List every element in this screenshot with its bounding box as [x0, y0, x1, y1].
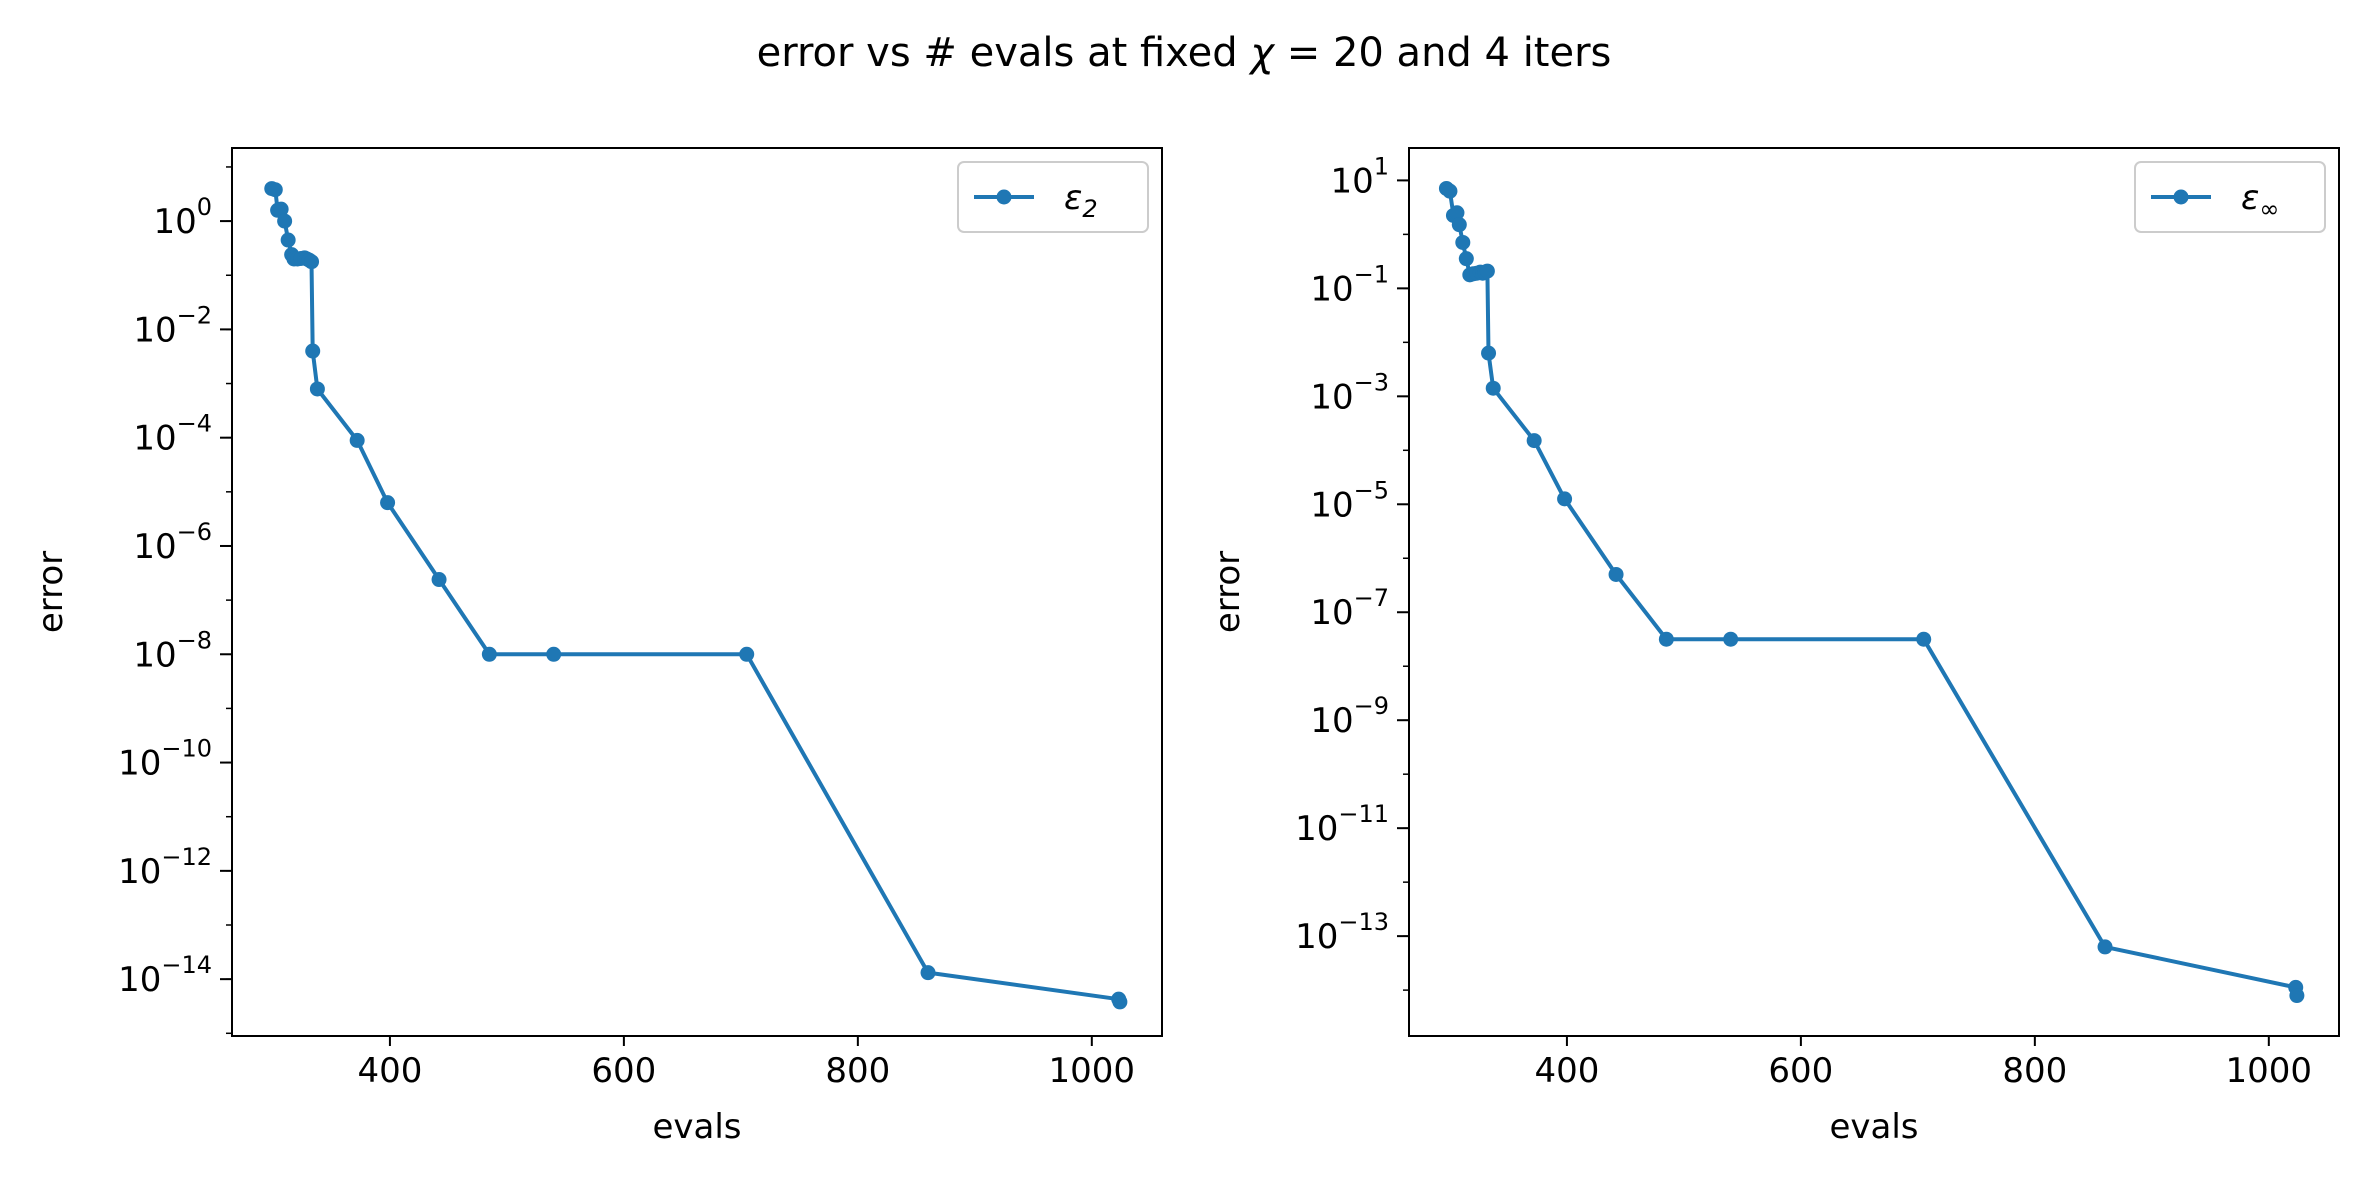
data-point — [739, 646, 755, 662]
legend-marker — [2173, 189, 2189, 205]
y-tick-label: 10−14 — [118, 951, 212, 1000]
y-tick-label: 10−11 — [1295, 800, 1389, 849]
data-point — [431, 572, 447, 588]
figure-title: error vs # evals at fixed χ = 20 and 4 i… — [757, 30, 1612, 76]
data-point — [305, 343, 321, 359]
data-point — [920, 965, 936, 981]
y-tick-label: 10−3 — [1310, 368, 1389, 417]
data-point — [309, 381, 325, 397]
data-point — [1608, 566, 1624, 582]
x-tick-label: 800 — [825, 1051, 890, 1091]
data-point — [273, 201, 289, 217]
y-tick-label: 10−2 — [133, 301, 212, 350]
title-suffix: = 20 and 4 iters — [1274, 30, 1611, 76]
legend-label: ε2 — [1064, 178, 1098, 223]
data-point — [1449, 205, 1465, 221]
x-tick-label: 400 — [357, 1051, 422, 1091]
legend: ε2 — [957, 161, 1149, 233]
title-chi-symbol: χ — [1248, 30, 1275, 76]
x-tick-label: 1000 — [2226, 1051, 2313, 1091]
data-point — [1458, 251, 1474, 267]
data-point — [1658, 631, 1674, 647]
y-tick-label: 10−5 — [1310, 476, 1389, 525]
y-tick-label: 101 — [1330, 152, 1389, 201]
data-point — [380, 495, 396, 511]
x-axis-label: evals — [652, 1107, 741, 1147]
data-point — [1485, 380, 1501, 396]
data-point — [277, 213, 293, 229]
x-tick-label: 600 — [591, 1051, 656, 1091]
data-point — [304, 254, 320, 270]
y-tick-label: 10−12 — [118, 843, 212, 892]
data-point — [1442, 183, 1458, 199]
data-point — [349, 432, 365, 448]
y-tick-label: 10−1 — [1310, 260, 1389, 309]
legend-box — [2134, 161, 2326, 233]
data-point — [280, 232, 296, 248]
right-subplot: 400 600 800 1000 101 10−1 10−3 10−5 10−7 10−9 10−1… — [1208, 147, 2340, 1147]
y-tick-label: 10−4 — [133, 410, 212, 459]
y-tick-label: 100 — [153, 193, 212, 242]
data-point — [1479, 263, 1495, 279]
y-tick-label: 10−8 — [133, 626, 212, 675]
y-tick-label: 10−6 — [133, 518, 212, 567]
axes-frame — [231, 147, 1163, 1037]
data-point — [1526, 433, 1542, 449]
data-point — [1723, 631, 1739, 647]
data-point — [1557, 491, 1573, 507]
legend-box — [957, 161, 1149, 233]
title-prefix: error vs # evals at fixed — [757, 30, 1251, 76]
y-axis-label: error — [1208, 551, 1248, 633]
y-axis-label: error — [31, 551, 71, 633]
legend-label: ε∞ — [2241, 178, 2279, 223]
data-point — [481, 646, 497, 662]
data-point — [1451, 217, 1467, 233]
y-tick-label: 10−10 — [118, 735, 212, 784]
data-point — [2289, 988, 2305, 1004]
data-point — [1455, 234, 1471, 250]
x-tick-label: 600 — [1768, 1051, 1833, 1091]
legend-marker — [996, 189, 1012, 205]
x-tick-label: 400 — [1534, 1051, 1599, 1091]
data-point — [2097, 939, 2113, 955]
data-point — [546, 646, 562, 662]
x-tick-label: 800 — [2002, 1051, 2067, 1091]
y-tick-label: 10−9 — [1310, 692, 1389, 741]
legend: ε∞ — [2134, 161, 2326, 233]
data-point — [1916, 631, 1932, 647]
left-subplot: 400 600 800 1000 100 10−2 10−4 10−6 10−8 10−10 10−… — [31, 147, 1163, 1147]
axes-frame — [1408, 147, 2340, 1037]
data-point — [1481, 345, 1497, 361]
y-tick-label: 10−7 — [1310, 584, 1389, 633]
x-axis-label: evals — [1829, 1107, 1918, 1147]
data-point — [1112, 994, 1128, 1010]
x-tick-label: 1000 — [1049, 1051, 1136, 1091]
y-tick-label: 10−13 — [1295, 908, 1389, 957]
data-point — [267, 182, 283, 198]
